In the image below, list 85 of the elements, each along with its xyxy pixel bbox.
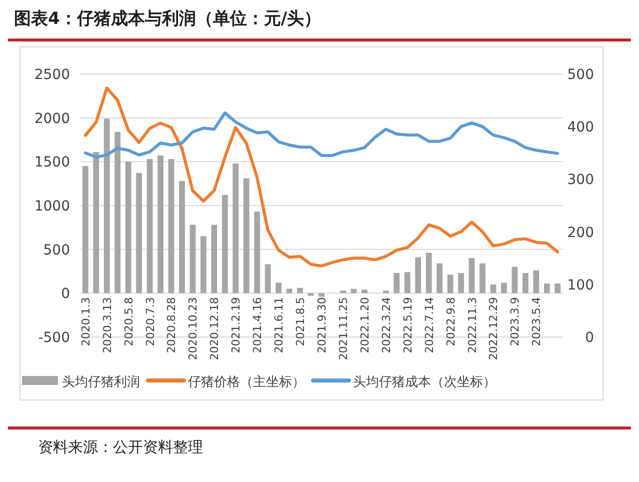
bar <box>361 290 368 294</box>
bar <box>350 288 357 294</box>
bar <box>93 152 100 294</box>
bar <box>222 194 228 294</box>
bar <box>404 272 410 294</box>
x-tick-label: 2023.5.4 <box>530 297 544 346</box>
x-tick-label: 2022.5.19 <box>401 297 414 354</box>
x-tick-label: 2022.9.8 <box>444 297 458 346</box>
bar <box>490 284 496 294</box>
x-tick-label: 2022.11.3 <box>466 297 479 354</box>
bar <box>426 252 432 294</box>
y-tick-label: 2000 <box>34 110 70 127</box>
chart-title: 图表4：仔猪成本与利润（单位：元/头） <box>14 9 322 29</box>
x-tick-label: 2020.12.18 <box>208 297 222 360</box>
bar <box>512 266 518 294</box>
x-tick-label: 2020.8.28 <box>165 297 178 354</box>
y2-tick-label: 100 <box>567 277 594 294</box>
bar <box>382 290 389 294</box>
bar <box>318 293 324 297</box>
bar <box>243 178 250 294</box>
bar <box>232 163 239 294</box>
legend-label: 头均仔猪利润 <box>62 375 140 390</box>
x-tick-label: 2021.4.16 <box>251 297 264 354</box>
legend-label: 仔猪价格（主坐标） <box>188 374 305 390</box>
bar <box>501 282 507 294</box>
legend-label: 头均仔猪成本（次坐标） <box>353 375 496 390</box>
line-series <box>84 86 560 268</box>
bar <box>468 258 475 294</box>
x-tick-label: 2021.6.11 <box>272 297 286 354</box>
bar <box>146 159 153 294</box>
x-tick-label: 2020.5.8 <box>122 297 136 346</box>
bar <box>158 156 164 294</box>
bar <box>544 284 550 294</box>
x-tick-label: 2022.12.29 <box>487 297 500 360</box>
x-tick-label: 2021.8.5 <box>294 297 308 346</box>
x-tick-label: 2020.3.13 <box>100 297 114 354</box>
y-tick-label: 1500 <box>34 154 70 171</box>
bar <box>179 180 185 294</box>
y-tick-label: -500 <box>38 330 70 346</box>
y2-tick-label: 200 <box>567 224 594 241</box>
x-tick-label: 2021.11.25 <box>336 297 350 360</box>
bar <box>276 282 282 294</box>
x-tick-label: 2021.9.30 <box>316 297 328 354</box>
y2-tick-label: 500 <box>567 67 594 83</box>
bar <box>254 212 260 294</box>
bar <box>533 270 540 294</box>
bar <box>82 166 88 294</box>
bar <box>554 284 561 294</box>
bar <box>125 162 132 294</box>
y-tick-label: 500 <box>43 242 70 258</box>
bar <box>211 224 218 294</box>
bar <box>436 263 443 294</box>
bar <box>297 288 303 294</box>
y2-tick-label: 300 <box>567 172 594 188</box>
bar <box>264 264 271 294</box>
bar <box>458 273 464 294</box>
x-tick-label: 2022.1.20 <box>358 297 372 354</box>
bar <box>136 173 142 294</box>
bar <box>114 132 121 294</box>
text: 资料来源：公开资料整理 <box>38 438 203 456</box>
bar <box>190 224 196 294</box>
y-tick-label: 2500 <box>34 67 70 83</box>
x-tick-label: 2020.1.3 <box>79 297 92 346</box>
y-tick-label: 0 <box>61 286 70 302</box>
bar <box>480 263 486 294</box>
x-tick-label: 2021.2.19 <box>230 297 243 354</box>
bar <box>308 293 314 296</box>
y-tick-label: 1000 <box>34 198 70 214</box>
x-tick-label: 2023.3.9 <box>508 297 522 346</box>
bar <box>286 288 292 294</box>
x-tick-label: 2022.3.24 <box>380 297 393 354</box>
bar <box>447 274 454 294</box>
x-tick-label: 2020.10.23 <box>186 297 200 360</box>
bar <box>104 118 110 294</box>
bar <box>415 257 422 294</box>
bar <box>340 290 346 294</box>
bar <box>394 273 400 294</box>
x-tick-label: 2020.7.3 <box>144 297 157 346</box>
x-tick-label: 2022.7.14 <box>422 297 436 354</box>
y2-tick-label: 0 <box>585 330 594 346</box>
line-series <box>84 111 560 159</box>
bar <box>522 273 528 294</box>
bar <box>200 236 206 294</box>
bar <box>168 159 174 294</box>
y2-tick-label: 400 <box>567 120 594 136</box>
